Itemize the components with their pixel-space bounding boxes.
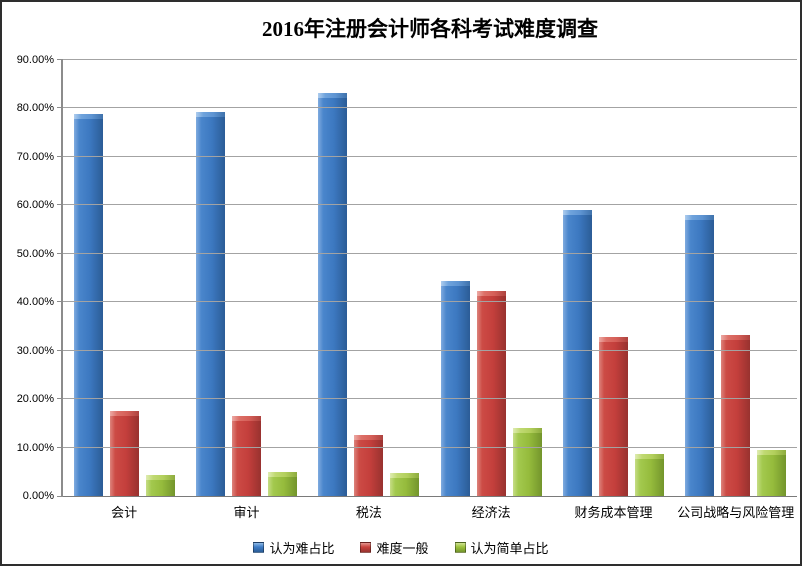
y-axis: 0.00% 10.00% 20.00% 30.00% 40.00% 50.00% 60.00…: [2, 54, 63, 502]
bar: [195, 111, 225, 496]
legend: 认为难占比 难度一般 认为简单占比: [2, 536, 800, 558]
bar-group: [675, 60, 797, 496]
y-axis-tick-label: 80.00%: [16, 102, 54, 114]
y-tick-mark: [57, 253, 63, 254]
x-axis: 会计 审计 税法 经济法 财务成本管理 公司战略与风险管理: [63, 502, 797, 521]
legend-swatch-icon: [454, 541, 466, 553]
legend-swatch-icon: [360, 541, 372, 553]
bar-group: [552, 60, 674, 496]
bar: [73, 113, 103, 496]
x-axis-category-label: 审计: [233, 505, 260, 520]
chart-title: 2016年注册会计师各科考试难度调查: [262, 17, 598, 41]
legend-label: 认为简单占比: [470, 540, 549, 556]
bar: [598, 336, 628, 496]
y-tick-mark: [57, 496, 63, 497]
legend-item: 认为难占比: [253, 538, 334, 557]
gridline: [63, 107, 797, 108]
bar-bevel-cap: [145, 474, 175, 480]
bar: [757, 449, 787, 496]
bar-bevel-cap: [231, 416, 261, 422]
bar-bevel-cap: [390, 473, 420, 479]
bar: [562, 210, 592, 496]
bar-bevel-cap: [476, 291, 506, 297]
bar-bevel-cap: [685, 215, 715, 220]
x-axis-category-label: 财务成本管理: [574, 505, 653, 520]
bar: [440, 280, 470, 496]
x-axis-category-label: 经济法: [471, 505, 511, 520]
gridline: [63, 59, 797, 60]
bar: [685, 215, 715, 496]
y-axis-tick-label: 40.00%: [16, 296, 54, 308]
bar-bevel-cap: [354, 434, 384, 440]
bar-group: [185, 60, 307, 496]
bar-bevel-cap: [318, 92, 348, 98]
y-tick-mark: [57, 156, 63, 157]
bar: [512, 427, 542, 496]
gridline: [63, 350, 797, 351]
bar-groups: [63, 60, 797, 496]
bar-group: [308, 60, 430, 496]
bar: [354, 434, 384, 496]
y-axis-tick-label: 70.00%: [16, 151, 54, 163]
y-axis-tick-label: 60.00%: [16, 199, 54, 211]
y-tick-mark: [57, 107, 63, 108]
bar-bevel-cap: [195, 111, 225, 117]
y-axis-tick-label: 20.00%: [16, 393, 54, 405]
legend-item: 难度一般: [360, 538, 429, 557]
gridline: [63, 156, 797, 157]
bar-group: [63, 60, 185, 496]
bar-bevel-cap: [512, 427, 542, 433]
legend-label: 难度一般: [376, 540, 429, 556]
x-axis-line: [63, 496, 797, 497]
bar: [318, 92, 348, 496]
y-tick-mark: [57, 398, 63, 399]
legend-label: 认为难占比: [269, 540, 335, 556]
x-axis-category-label: 公司战略与风险管理: [677, 505, 795, 520]
y-tick-mark: [57, 204, 63, 205]
bar-bevel-cap: [267, 472, 297, 478]
y-axis-tick-label: 50.00%: [16, 248, 54, 260]
y-axis-tick-label: 30.00%: [16, 345, 54, 357]
bar: [267, 472, 297, 496]
bar: [476, 291, 506, 496]
bar-bevel-cap: [757, 449, 787, 455]
bar-bevel-cap: [721, 335, 751, 341]
bar: [634, 453, 664, 496]
bar-bevel-cap: [562, 210, 592, 216]
bar: [231, 416, 261, 496]
bar-group: [430, 60, 552, 496]
gridline: [63, 204, 797, 205]
bar-bevel-cap: [73, 113, 103, 119]
legend-swatch-icon: [253, 541, 265, 553]
bar: [145, 474, 175, 496]
bar-bevel-cap: [598, 336, 628, 342]
plot-area: [63, 59, 797, 497]
y-axis-line: [61, 60, 63, 497]
bar: [390, 473, 420, 496]
y-axis-tick-label: 0.00%: [22, 490, 54, 502]
gridline: [63, 301, 797, 302]
bar: [721, 335, 751, 496]
bar: [109, 410, 139, 496]
bar-bevel-cap: [634, 453, 664, 459]
bar-bevel-cap: [109, 410, 139, 416]
y-axis-tick-label: 10.00%: [16, 442, 54, 454]
gridline: [63, 253, 797, 254]
y-tick-mark: [57, 350, 63, 351]
x-axis-category-label: 税法: [355, 505, 382, 520]
y-tick-mark: [57, 447, 63, 448]
bar-bevel-cap: [440, 280, 470, 286]
gridline: [63, 447, 797, 448]
legend-item: 认为简单占比: [454, 538, 549, 557]
y-axis-tick-label: 90.00%: [16, 54, 54, 66]
x-axis-category-label: 会计: [111, 505, 138, 520]
y-tick-mark: [57, 59, 63, 60]
gridline: [63, 398, 797, 399]
y-tick-mark: [57, 301, 63, 302]
